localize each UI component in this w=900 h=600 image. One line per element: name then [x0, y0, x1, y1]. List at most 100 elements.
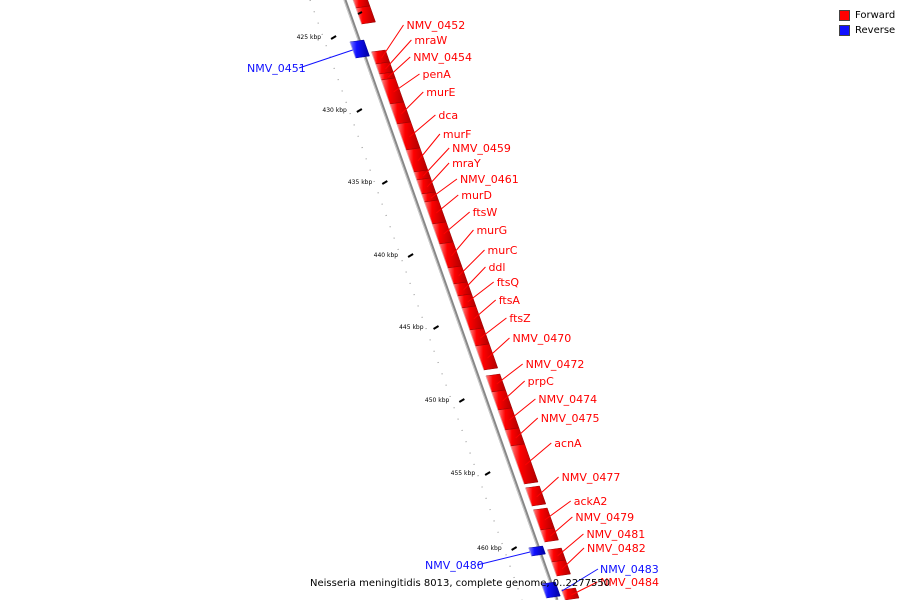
gene-leader-acnA	[524, 442, 552, 466]
gene-block-ftsA[interactable]	[461, 305, 484, 331]
gene-label-ftsW[interactable]: ftsW	[473, 206, 498, 219]
gene-leader-NMV_0483	[561, 568, 599, 592]
gene-block-murD-shine	[423, 201, 433, 225]
gene-label-NMV_0461[interactable]: NMV_0461	[460, 173, 519, 186]
gene-label-ftsZ[interactable]: ftsZ	[509, 312, 531, 325]
gene-block-murE[interactable]	[389, 101, 412, 125]
gene-leader-NMV_0452	[381, 24, 404, 59]
gene-leader-murC	[458, 249, 485, 277]
gene-block-NMV_0475[interactable]	[504, 427, 525, 447]
gene-block-NMV_0479-shine	[539, 529, 545, 543]
gene-block-ftsW[interactable]	[431, 221, 454, 245]
gene-block-penA[interactable]	[380, 77, 405, 105]
gene-block-NMV_0482-body	[551, 559, 571, 577]
gene-block-NMV_0451[interactable]	[349, 39, 370, 59]
gene-block-dca-body	[396, 121, 421, 151]
gene-label-murG[interactable]: murG	[476, 224, 507, 237]
gene-label-murD[interactable]: murD	[461, 189, 492, 202]
ruler-tick-label: 440 kbp	[374, 252, 399, 259]
gene-block-ftsA-shine	[461, 307, 471, 331]
gene-block-ftsZ[interactable]	[469, 327, 490, 347]
gene-label-mraW[interactable]: mraW	[414, 34, 447, 47]
gene-leader-ftsW	[443, 211, 471, 235]
gene-block-NMV_0483[interactable]	[540, 581, 561, 599]
gene-block-ftsQ[interactable]	[457, 293, 477, 309]
gene-leader-murE	[400, 91, 424, 115]
gene-block-partial-b[interactable]	[355, 5, 376, 25]
gene-label-NMV_0475[interactable]: NMV_0475	[541, 412, 600, 425]
gene-block-NMV_0477-shine	[524, 487, 533, 507]
legend-item-reverse[interactable]: Reverse	[839, 23, 895, 38]
gene-leader-ftsA	[473, 299, 497, 320]
gene-block-mraY-shine	[416, 179, 423, 195]
gene-block-NMV_0454-shine	[378, 73, 382, 81]
reverse-swatch	[839, 25, 850, 36]
gene-label-penA[interactable]: penA	[423, 68, 452, 81]
gene-block-murC[interactable]	[447, 265, 468, 285]
gene-block-ackA2[interactable]	[532, 507, 555, 531]
gene-block-mraW-shine	[375, 63, 380, 75]
gene-label-prpC[interactable]: prpC	[528, 375, 554, 388]
gene-block-ftsQ-shine	[457, 295, 463, 309]
gene-block-NMV_0479[interactable]	[539, 527, 559, 543]
ruler-tick	[330, 35, 337, 40]
gene-label-NMV_0484[interactable]: NMV_0484	[600, 576, 659, 589]
gene-label-NMV_0482[interactable]: NMV_0482	[587, 542, 646, 555]
gene-block-prpC[interactable]	[491, 389, 513, 411]
gene-block-murD[interactable]	[423, 199, 447, 225]
gene-label-NMV_0451[interactable]: NMV_0451	[247, 62, 306, 75]
gene-block-NMV_0472[interactable]	[485, 373, 506, 393]
gene-leader-NMV_0480	[476, 551, 531, 566]
gene-block-NMV_0480[interactable]	[528, 545, 546, 557]
genome-footer: Neisseria meningitidis 8013, complete ge…	[310, 578, 611, 589]
gene-block-NMV_0474[interactable]	[497, 407, 520, 431]
gene-block-ftsZ-shine	[469, 329, 476, 347]
label-layer: NMV_0452mraWNMV_0454penAmurEdcamurFNMV_0…	[247, 19, 659, 596]
gene-leader-ftsZ	[480, 317, 507, 339]
gene-leader-NMV_0484	[571, 581, 598, 596]
gene-label-NMV_0477[interactable]: NMV_0477	[562, 471, 621, 484]
gene-block-murF[interactable]	[405, 147, 429, 173]
gene-label-ftsQ[interactable]: ftsQ	[497, 276, 520, 289]
gene-label-NMV_0474[interactable]: NMV_0474	[538, 393, 597, 406]
ruler-tick-label: 445 kbp	[399, 324, 424, 331]
gene-label-murC[interactable]: murC	[488, 244, 518, 257]
gene-block-murG[interactable]	[438, 241, 463, 269]
legend-item-forward[interactable]: Forward	[839, 8, 895, 23]
gene-label-NMV_0472[interactable]: NMV_0472	[526, 358, 585, 371]
gene-block-NMV_0477[interactable]	[524, 485, 547, 507]
gene-label-NMV_0454[interactable]: NMV_0454	[413, 51, 472, 64]
gene-label-mraY[interactable]: mraY	[452, 157, 481, 170]
gene-block-NMV_0452-body	[371, 49, 390, 65]
gene-block-murF-shine	[405, 149, 415, 173]
gene-block-NMV_0484[interactable]	[560, 587, 580, 600]
gene-block-NMV_0482[interactable]	[551, 559, 571, 577]
gene-label-NMV_0481[interactable]: NMV_0481	[586, 528, 645, 541]
gene-block-NMV_0481[interactable]	[546, 547, 566, 563]
gene-label-ackA2[interactable]: ackA2	[574, 495, 608, 508]
gene-label-NMV_0480[interactable]: NMV_0480	[425, 559, 484, 572]
gene-block-NMV_0481-shine	[546, 549, 553, 563]
gene-label-acnA[interactable]: acnA	[554, 437, 582, 450]
gene-label-NMV_0483[interactable]: NMV_0483	[600, 563, 659, 576]
gene-label-murF[interactable]: murF	[443, 128, 472, 141]
gene-block-NMV_0452[interactable]	[370, 49, 390, 65]
gene-leader-NMV_0461	[430, 178, 458, 199]
gene-block-dca[interactable]	[396, 121, 421, 151]
gene-label-dca[interactable]: dca	[438, 109, 458, 122]
gene-label-NMV_0470[interactable]: NMV_0470	[512, 332, 571, 345]
gene-label-NMV_0459[interactable]: NMV_0459	[452, 142, 511, 155]
gene-label-NMV_0479[interactable]: NMV_0479	[575, 511, 634, 524]
gene-label-ddl[interactable]: ddl	[488, 261, 505, 274]
gene-block-NMV_0484-shine	[560, 589, 566, 600]
gene-block-acnA[interactable]	[510, 443, 539, 485]
gene-block-NMV_0470[interactable]	[474, 343, 499, 371]
gene-layer	[349, 0, 580, 600]
gene-block-penA-shine	[380, 79, 391, 105]
gene-label-NMV_0452[interactable]: NMV_0452	[406, 19, 465, 32]
gene-leader-ackA2	[544, 500, 572, 521]
gene-label-ftsA[interactable]: ftsA	[499, 294, 521, 307]
ruler-tick	[381, 180, 388, 185]
gene-label-murE[interactable]: murE	[426, 86, 455, 99]
